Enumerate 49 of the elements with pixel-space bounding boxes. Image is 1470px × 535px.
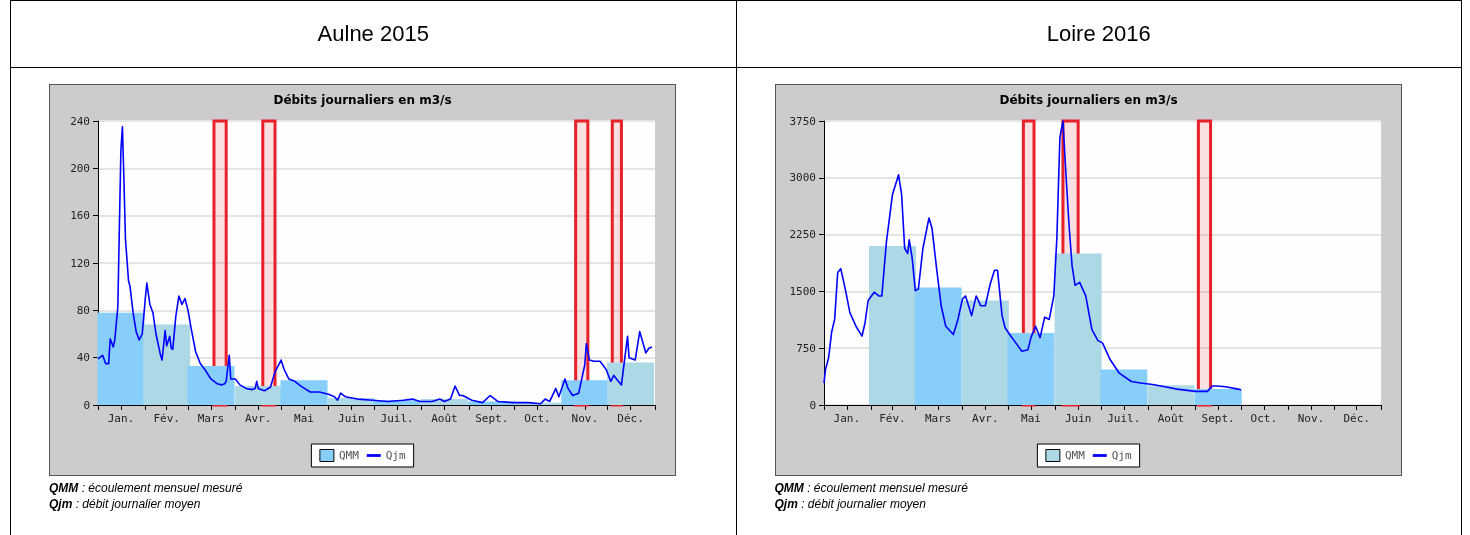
x-tick-label: Mai xyxy=(294,412,314,425)
x-tick-label: Mai xyxy=(1020,412,1041,425)
y-tick-label: 750 xyxy=(795,341,816,355)
y-tick-label: 0 xyxy=(83,398,90,412)
y-tick-label: 120 xyxy=(70,256,90,270)
x-tick-label: Sept. xyxy=(475,412,509,425)
x-tick-label: Fév. xyxy=(878,412,906,425)
x-tick-label: Avr. xyxy=(971,412,999,425)
y-tick-label: 80 xyxy=(76,303,90,317)
text: Qjm : débit journalier moyen xyxy=(49,496,202,512)
y-tick-label: 160 xyxy=(70,209,90,223)
x-tick-label: Oct. xyxy=(524,412,551,425)
x-tick-label: Jan. xyxy=(833,412,860,425)
text: Qjm : débit journalier moyen xyxy=(774,496,927,512)
x-tick-label: Juil. xyxy=(380,412,414,425)
x-tick-label: Nov. xyxy=(571,412,599,425)
text: QMM : écoulement mensuel mesuré xyxy=(49,480,244,496)
x-tick-label: Déc. xyxy=(617,412,644,425)
x-tick-label: Nov. xyxy=(1297,412,1324,425)
x-tick-label: Fév. xyxy=(153,412,180,425)
x-tick-label: Oct. xyxy=(1250,412,1277,425)
chart-subtitle: Débits journaliers en m3/s xyxy=(273,93,452,107)
text: QMM : écoulement mensuel mesuré xyxy=(774,480,969,496)
legend-label: QMM xyxy=(338,449,360,462)
x-tick-label: Juil. xyxy=(1106,412,1140,425)
y-tick-label: 2250 xyxy=(789,228,816,242)
x-tick-label: Juin xyxy=(338,412,365,425)
x-tick-label: Avr. xyxy=(244,412,272,425)
y-tick-label: 3000 xyxy=(789,171,816,185)
x-tick-label: Juin xyxy=(1064,412,1091,425)
x-tick-label: Août xyxy=(1157,412,1184,425)
legend-label: QMM xyxy=(1064,449,1085,462)
y-tick-label: 240 xyxy=(70,114,90,128)
y-tick-label: 3750 xyxy=(789,114,816,128)
y-tick-label: 0 xyxy=(808,398,816,412)
y-tick-label: 200 xyxy=(70,161,90,175)
x-tick-label: Déc. xyxy=(1342,412,1370,425)
x-tick-label: Jan. xyxy=(107,412,135,425)
chart-title: Aulne 2015 xyxy=(11,1,736,68)
y-tick-label: 1500 xyxy=(789,284,816,298)
chart-subtitle: Débits journaliers en m3/s xyxy=(998,93,1178,107)
x-tick-label: Sept. xyxy=(1201,412,1235,425)
x-tick-label: Août xyxy=(431,412,458,425)
x-tick-label: Mars xyxy=(924,412,951,425)
x-tick-label: Mars xyxy=(197,412,225,425)
legend-label: Qjm xyxy=(385,449,406,462)
y-tick-label: 40 xyxy=(76,351,90,365)
chart-title: Loire 2016 xyxy=(736,1,1461,68)
legend-label: Qjm xyxy=(1111,449,1132,462)
